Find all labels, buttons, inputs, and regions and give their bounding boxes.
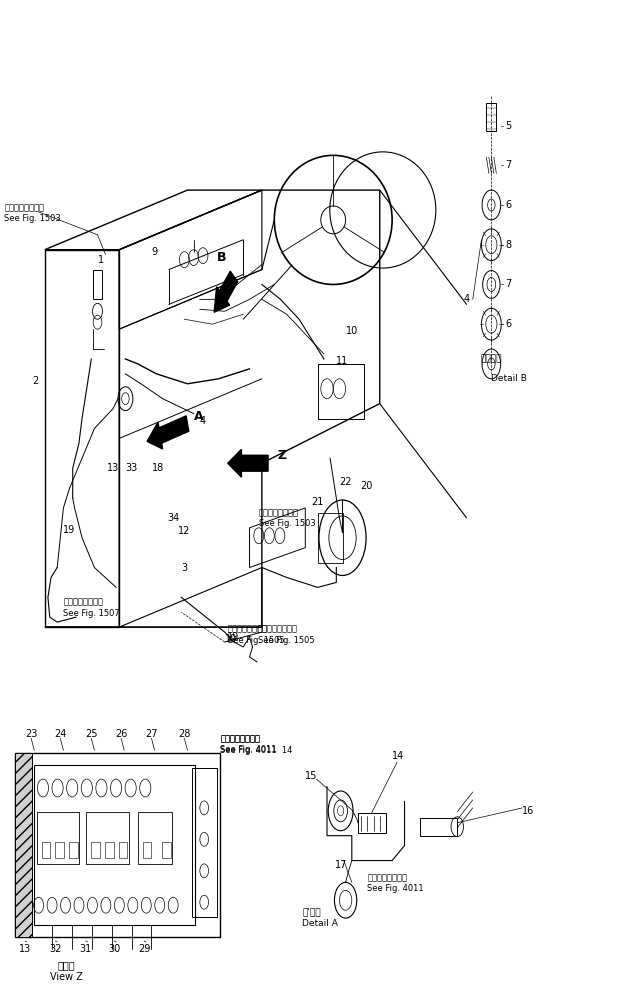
Text: 6: 6: [505, 200, 511, 210]
Bar: [487, 103, 497, 130]
Text: 23: 23: [25, 729, 37, 739]
Text: See Fig. 1507: See Fig. 1507: [64, 609, 120, 618]
Text: 20: 20: [360, 481, 373, 491]
Text: 17: 17: [335, 861, 348, 871]
Text: Detail A: Detail A: [302, 918, 338, 927]
Text: Ｚ　視: Ｚ 視: [58, 960, 75, 970]
Text: 16: 16: [522, 806, 535, 816]
Text: 12: 12: [178, 526, 191, 536]
Text: 30: 30: [108, 944, 120, 954]
Text: 第４０１１図参照: 第４０１１図参照: [221, 734, 260, 743]
Bar: [318, 513, 343, 563]
FancyArrow shape: [147, 416, 189, 449]
Text: 3: 3: [181, 563, 188, 573]
Bar: [143, 842, 151, 858]
Bar: [192, 768, 217, 917]
Text: A: A: [194, 410, 203, 423]
Text: 18: 18: [152, 463, 164, 473]
Text: 7: 7: [505, 160, 511, 170]
FancyArrow shape: [228, 449, 268, 477]
Bar: [42, 842, 50, 858]
Text: 13: 13: [19, 944, 31, 954]
Text: 9: 9: [151, 247, 158, 257]
Bar: [55, 842, 64, 858]
Text: 28: 28: [178, 729, 191, 739]
Text: 10: 10: [346, 326, 358, 336]
Text: 33: 33: [125, 463, 138, 473]
Text: 4: 4: [200, 415, 206, 425]
Bar: [93, 270, 103, 300]
Text: 19: 19: [64, 525, 75, 535]
Text: 32: 32: [49, 944, 62, 954]
Text: See Fig. 1503: See Fig. 1503: [4, 214, 61, 223]
Bar: [69, 842, 78, 858]
Text: 14: 14: [392, 751, 404, 761]
Bar: [105, 842, 113, 858]
Text: 7: 7: [505, 280, 511, 290]
Text: 4: 4: [464, 295, 470, 305]
Text: 1: 1: [98, 255, 103, 265]
Text: 第４０１１図参照: 第４０１１図参照: [221, 734, 260, 743]
Text: 5: 5: [505, 121, 511, 130]
Text: 第１５０３図参照: 第１５０３図参照: [4, 203, 44, 212]
Bar: [34, 765, 195, 925]
Text: 26: 26: [115, 729, 127, 739]
Text: 第４０１１図参照: 第４０１１図参照: [368, 872, 407, 881]
Text: 21: 21: [312, 497, 324, 507]
Text: See Fig. 4011: See Fig. 4011: [368, 883, 424, 892]
Bar: [92, 842, 100, 858]
Bar: [318, 364, 364, 418]
Text: 6: 6: [505, 319, 511, 330]
Text: 13: 13: [107, 463, 119, 473]
Bar: [162, 842, 171, 858]
Text: 25: 25: [85, 729, 98, 739]
FancyArrow shape: [214, 271, 238, 313]
Bar: [420, 818, 457, 836]
Text: 第１５０５図参照: 第１５０５図参照: [228, 624, 268, 633]
Text: 19: 19: [227, 632, 239, 642]
Text: 19: 19: [225, 634, 237, 644]
Text: See Fig. 4011  14: See Fig. 4011 14: [221, 746, 293, 755]
Bar: [87, 812, 128, 864]
Text: 11: 11: [336, 356, 348, 366]
Text: 第１５０７図参照: 第１５０７図参照: [64, 598, 103, 607]
Bar: [15, 753, 32, 937]
Text: 27: 27: [145, 729, 158, 739]
Text: 第１５０５図参照: 第１５０５図参照: [257, 624, 298, 633]
Text: 2: 2: [32, 375, 39, 385]
Text: 34: 34: [168, 513, 180, 523]
Text: Z: Z: [277, 449, 287, 462]
Text: See Fig. 4011: See Fig. 4011: [221, 745, 277, 754]
Text: Ａ'詳細: Ａ'詳細: [302, 907, 321, 916]
Text: 29: 29: [138, 944, 150, 954]
Text: View Z: View Z: [50, 972, 83, 982]
Bar: [37, 812, 79, 864]
Text: Detail B: Detail B: [492, 374, 527, 383]
Text: 15: 15: [305, 771, 318, 781]
Text: 第１５０３図参照: 第１５０３図参照: [259, 508, 299, 517]
Text: See Fig. 1503: See Fig. 1503: [259, 519, 315, 528]
Text: Ｂ　詳細: Ｂ 詳細: [481, 355, 502, 364]
Text: 8: 8: [505, 240, 511, 250]
Bar: [118, 842, 127, 858]
Text: 24: 24: [54, 729, 67, 739]
Text: See Fig. 1505: See Fig. 1505: [228, 635, 284, 644]
Bar: [138, 812, 172, 864]
Bar: [15, 753, 220, 937]
Text: See Fig. 1505: See Fig. 1505: [257, 635, 314, 644]
Text: 31: 31: [80, 944, 92, 954]
Text: 22: 22: [340, 477, 352, 487]
Text: B: B: [217, 251, 227, 264]
Bar: [358, 813, 386, 833]
